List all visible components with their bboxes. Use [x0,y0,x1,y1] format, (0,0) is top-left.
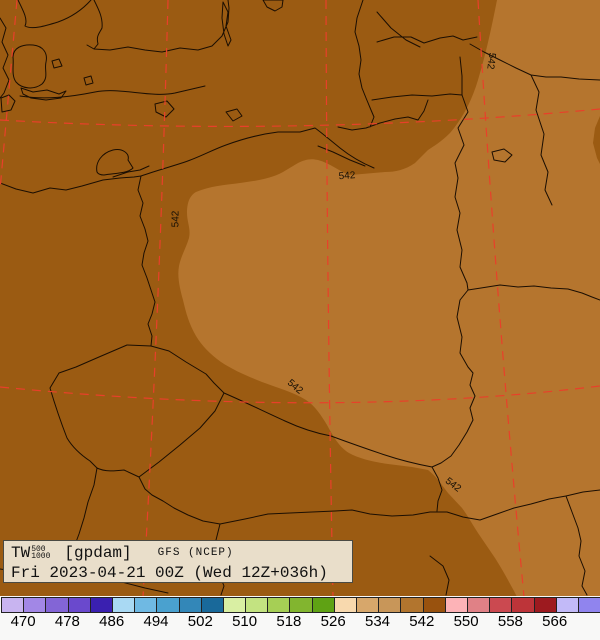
colorbar-cell [2,598,25,612]
valid-time-line: Fri 2023-04-21 00Z (Wed 12Z+036h) [11,564,328,582]
colorbar-labels: 470 478 486 494 502 510 518 526 534 542 550 558 566 [0,613,600,633]
colorbar-tick-label: 558 [497,613,523,630]
colorbar-cell [223,598,247,612]
colorbar-cell [246,598,269,612]
upper-region [0,0,517,597]
contour-label: 542 [171,210,182,227]
colorbar-cell [24,598,47,612]
map-area: 542 542 542 542 542 [0,0,600,597]
level-bottom: 1000 [31,552,51,561]
model-label: GFS (NCEP) [157,547,234,559]
colorbar-tick-label: 550 [453,613,479,630]
colorbar-cell [556,598,579,612]
colorbar-tick-label: 534 [364,613,391,630]
colorbar-cell [334,598,357,612]
colorbar-cell [201,598,224,612]
colorbar-strip: 470 478 486 494 502 510 518 526 534 542 550 558 566 [0,596,600,640]
parameter-abbreviation: TW [11,544,31,562]
colorbar-cell [357,598,380,612]
colorbar-tick-label: 566 [542,613,568,630]
colorbar-cell [445,598,468,612]
colorbar-cell [379,598,402,612]
colorbar-cell [268,598,291,612]
colorbar-cell [578,598,600,612]
level-top: 500 [31,545,46,554]
colorbar-cell [512,598,535,612]
colorbar [1,597,600,613]
units-label: [gpdam] [64,544,132,562]
colorbar-tick-label: 478 [54,613,80,630]
colorbar-cell [490,598,513,612]
colorbar-cell [179,598,202,612]
contour-label: 542 [338,170,356,182]
colorbar-tick-label: 510 [232,613,258,630]
colorbar-tick-label: 518 [276,613,302,630]
colorbar-cell [157,598,180,612]
upper-region [593,116,600,164]
colorbar-tick-label: 486 [99,613,125,630]
info-box: TW 500 1000 [gpdam] GFS (NCEP) Fri 2023-04-2… [3,540,353,583]
colorbar-cell [312,598,335,612]
colorbar-cell [135,598,158,612]
contour-label: 542 [484,52,497,70]
colorbar-cell [423,598,446,612]
colorbar-tick-label: 470 [10,613,36,630]
level-stack: 500 1000 [31,545,51,561]
colorbar-cell [46,598,69,612]
info-line-1: TW 500 1000 [gpdam] GFS (NCEP) [11,543,345,563]
colorbar-tick-label: 526 [320,613,346,630]
colorbar-cell [290,598,313,612]
geo-borders [0,0,600,596]
colorbar-cell [534,598,557,612]
colorbar-cell [68,598,91,612]
colorbar-cell [467,598,491,612]
colorbar-tick-label: 502 [187,613,213,630]
colorbar-cell [90,598,113,612]
colorbar-tick-label: 494 [143,613,169,630]
colorbar-cell [112,598,136,612]
colorbar-cell [401,598,424,612]
colorbar-tick-label: 542 [409,613,435,630]
